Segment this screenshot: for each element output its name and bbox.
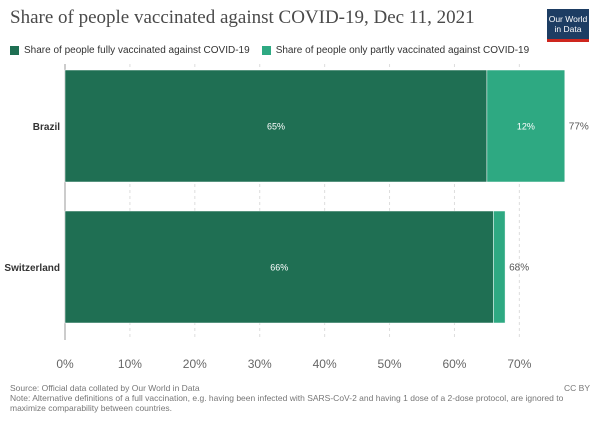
x-tick-label: 20% [183, 357, 207, 371]
logo-line-2: in Data [554, 24, 582, 34]
category-label: Switzerland [4, 263, 60, 274]
logo-line-1: Our World [548, 14, 588, 24]
owid-logo[interactable]: Our World in Data [547, 9, 589, 42]
data-label: 66% [270, 263, 288, 273]
license-label[interactable]: CC BY [564, 383, 590, 393]
bar-segment[interactable] [486, 69, 566, 183]
definition-note: Note: Alternative definitions of a full … [10, 393, 564, 413]
x-tick-label: 60% [442, 357, 466, 371]
x-tick-label: 0% [56, 357, 74, 371]
legend-label-partly: Share of people only partly vaccinated a… [275, 45, 530, 56]
data-label: 65% [267, 122, 285, 132]
bar-segment[interactable] [493, 210, 506, 324]
total-label: 68% [509, 263, 529, 274]
bar-segment[interactable] [64, 69, 488, 183]
x-tick-label: 40% [313, 357, 337, 371]
footer: Source: Official data collated by Our Wo… [10, 383, 590, 413]
bar-segment[interactable] [64, 210, 494, 324]
x-tick-label: 10% [118, 357, 142, 371]
chart-title: Share of people vaccinated against COVID… [10, 7, 475, 28]
legend: Share of people fully vaccinated against… [10, 45, 541, 56]
legend-item-partly[interactable]: Share of people only partly vaccinated a… [261, 45, 530, 56]
x-tick-label: 30% [248, 357, 272, 371]
source-note: Source: Official data collated by Our Wo… [10, 383, 200, 393]
legend-swatch-fully [10, 46, 19, 55]
legend-label-fully: Share of people fully vaccinated against… [24, 45, 250, 56]
x-tick-label: 70% [507, 357, 531, 371]
legend-swatch-partly [261, 46, 271, 55]
category-label: Brazil [33, 122, 60, 133]
data-label: 12% [517, 122, 535, 132]
legend-item-fully[interactable]: Share of people fully vaccinated against… [10, 45, 250, 56]
x-tick-label: 50% [378, 357, 402, 371]
total-label: 77% [569, 122, 589, 133]
